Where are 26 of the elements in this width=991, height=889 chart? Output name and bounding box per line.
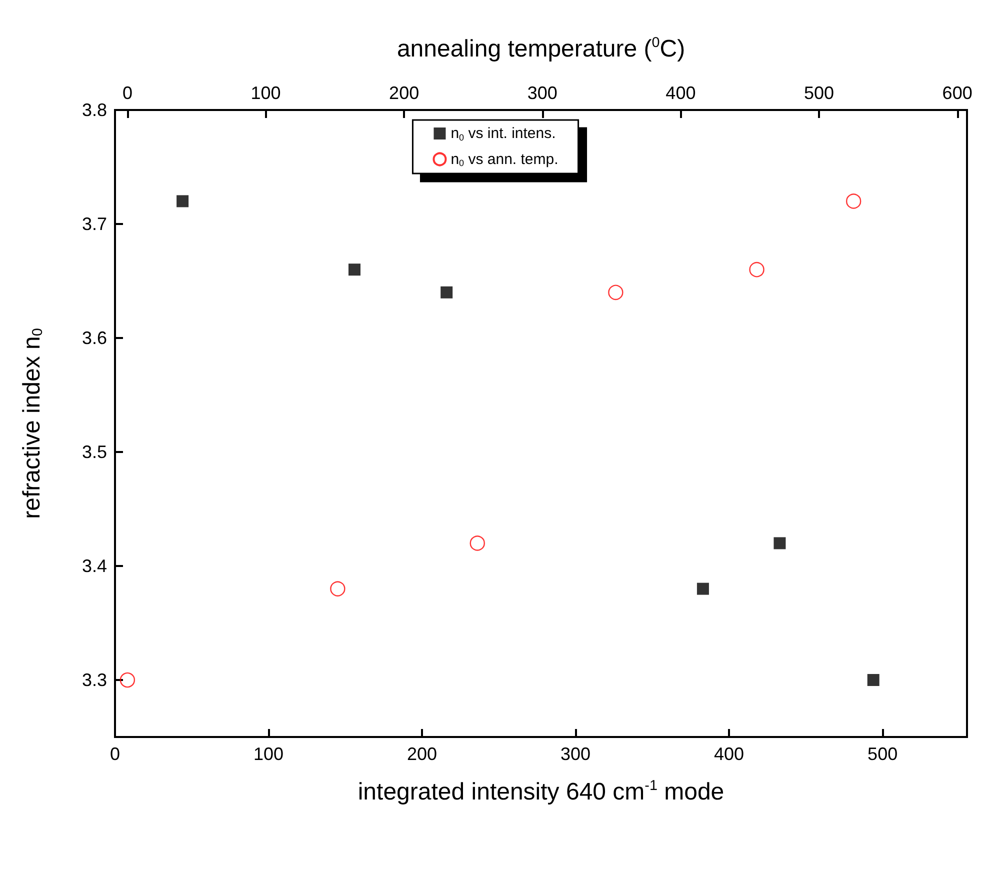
- point: [440, 286, 453, 298]
- y-tick-label: 3.4: [82, 556, 107, 576]
- x-tick-label: 300: [560, 744, 591, 764]
- y-tick-label: 3.8: [82, 100, 107, 120]
- x2-tick-label: 600: [942, 83, 972, 103]
- y-axis-title: refractive index n0: [18, 328, 46, 519]
- x2-tick-label: 200: [389, 83, 420, 103]
- x-tick-label: 100: [253, 744, 284, 764]
- x2-tick-label: 100: [250, 83, 281, 103]
- y-tick-label: 3.6: [82, 328, 107, 348]
- point: [867, 674, 880, 686]
- x-tick-label: 400: [714, 744, 744, 764]
- y-tick-label: 3.3: [82, 670, 107, 690]
- x-tick-label: 500: [868, 744, 898, 764]
- x-tick-label: 0: [110, 744, 120, 764]
- x2-tick-label: 300: [527, 83, 558, 103]
- point: [176, 195, 189, 208]
- point: [348, 264, 360, 276]
- y-tick-label: 3.5: [82, 442, 107, 462]
- x-tick-label: 200: [407, 744, 438, 764]
- x2-tick-label: 400: [666, 83, 696, 103]
- point: [774, 537, 786, 550]
- point: [696, 582, 709, 595]
- y-tick-label: 3.7: [82, 214, 107, 234]
- x2-tick-label: 500: [804, 83, 834, 103]
- x2-tick-label: 0: [122, 83, 132, 103]
